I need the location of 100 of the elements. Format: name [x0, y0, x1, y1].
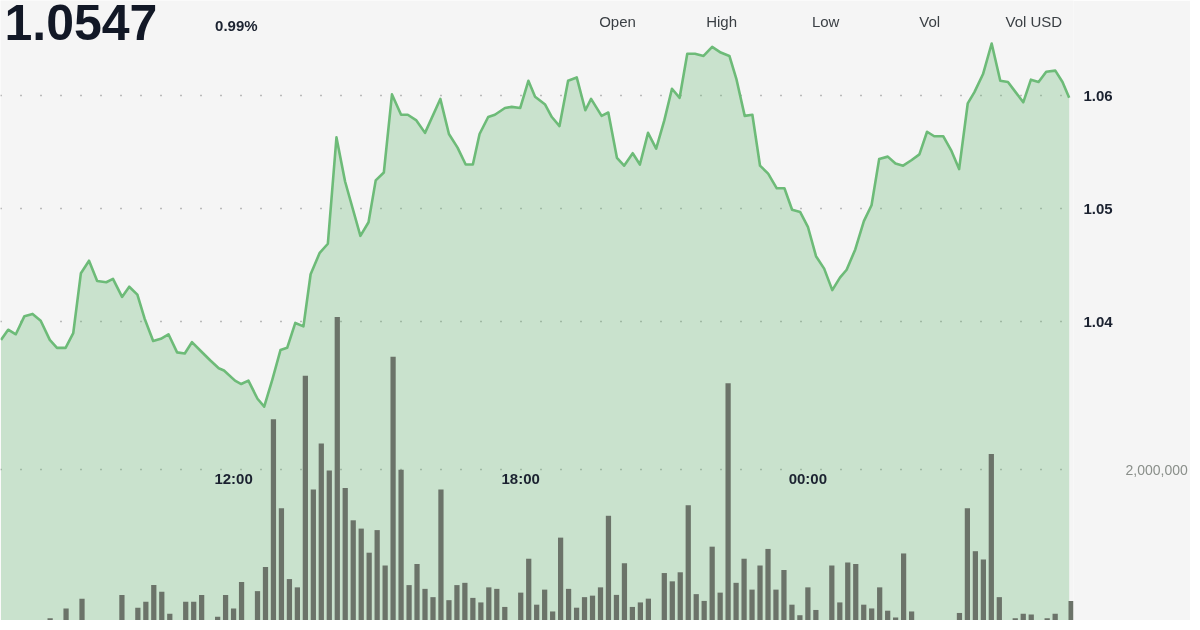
y2-tick-label: 2,000,000	[1125, 461, 1188, 478]
bar	[637, 602, 643, 620]
bar	[159, 591, 165, 620]
bar	[1020, 613, 1026, 620]
bar	[494, 588, 500, 620]
bar	[877, 587, 883, 620]
bar	[542, 589, 548, 620]
bar	[470, 597, 476, 620]
bar	[462, 582, 468, 620]
y-tick-label: 1.06	[1083, 86, 1113, 104]
x-tick-label: 18:00	[501, 470, 540, 488]
bar	[350, 520, 356, 620]
bar	[119, 594, 125, 620]
bar	[996, 597, 1002, 620]
bar	[143, 601, 149, 620]
bar	[398, 469, 404, 620]
bar	[565, 588, 572, 620]
text: 0.99%	[215, 16, 258, 34]
bar	[406, 585, 412, 620]
bar	[781, 570, 787, 620]
bar	[238, 582, 245, 620]
bar	[63, 608, 69, 620]
bar	[478, 602, 484, 620]
annotation: High	[706, 12, 737, 30]
bar	[685, 505, 691, 620]
bar	[709, 546, 715, 620]
bar	[526, 558, 532, 620]
bar	[286, 579, 293, 620]
bar	[414, 564, 420, 620]
bar	[964, 508, 971, 620]
bar	[326, 470, 332, 620]
bar	[294, 587, 300, 620]
bar	[813, 609, 819, 620]
bar	[693, 594, 699, 620]
bar	[765, 548, 771, 620]
bar	[518, 592, 524, 620]
y-tick-label: 1.05	[1083, 199, 1113, 217]
bar	[79, 598, 85, 620]
bar	[358, 528, 364, 620]
bar	[589, 595, 596, 620]
bar	[717, 592, 723, 620]
bar	[534, 604, 540, 620]
bar	[757, 565, 763, 620]
annotation: Low	[811, 12, 840, 30]
bar	[980, 559, 986, 620]
bar	[853, 564, 859, 620]
bar	[167, 613, 173, 620]
bar	[446, 600, 452, 620]
bar	[908, 611, 915, 620]
bar	[669, 581, 675, 620]
annotation: Vol USD	[1005, 12, 1063, 30]
bar	[677, 572, 683, 620]
bar	[254, 591, 261, 620]
bar	[1028, 614, 1034, 620]
bar	[845, 562, 851, 620]
bar	[430, 597, 436, 620]
x-tick-label: 00:00	[788, 470, 828, 488]
bar	[550, 611, 556, 620]
bar	[366, 552, 372, 620]
bar	[701, 600, 707, 620]
bar	[151, 585, 157, 620]
bar	[749, 589, 755, 620]
bar	[885, 610, 891, 620]
bar	[374, 530, 380, 620]
bar	[797, 615, 803, 620]
bar	[621, 563, 628, 620]
bar	[342, 487, 348, 620]
bar	[829, 565, 835, 620]
bar	[725, 383, 731, 620]
bar	[302, 375, 308, 620]
bar	[390, 356, 396, 620]
bar	[270, 419, 277, 620]
bar	[613, 594, 620, 620]
bar	[454, 585, 460, 620]
chart-title: 1.0547	[4, 0, 158, 51]
bar	[135, 607, 141, 620]
bar	[581, 597, 588, 620]
bar	[230, 608, 237, 620]
bar	[733, 582, 739, 620]
bar	[861, 604, 867, 620]
bar	[438, 489, 444, 620]
bar	[334, 316, 340, 620]
bar	[661, 573, 667, 620]
bar	[278, 508, 285, 620]
bar	[605, 515, 612, 620]
x-tick-label: 12:00	[214, 470, 253, 488]
bar	[956, 612, 963, 620]
annotation: Vol	[919, 12, 941, 30]
bar	[502, 606, 508, 620]
bar	[789, 604, 795, 620]
bar	[382, 565, 388, 620]
bar	[1052, 613, 1058, 620]
annotation: Open	[599, 12, 636, 30]
bar	[222, 594, 229, 620]
bar	[629, 606, 635, 620]
bar	[837, 602, 843, 620]
bar	[645, 598, 651, 620]
y-tick-label: 1.04	[1083, 312, 1114, 330]
bar	[318, 443, 324, 620]
bar	[422, 588, 428, 620]
